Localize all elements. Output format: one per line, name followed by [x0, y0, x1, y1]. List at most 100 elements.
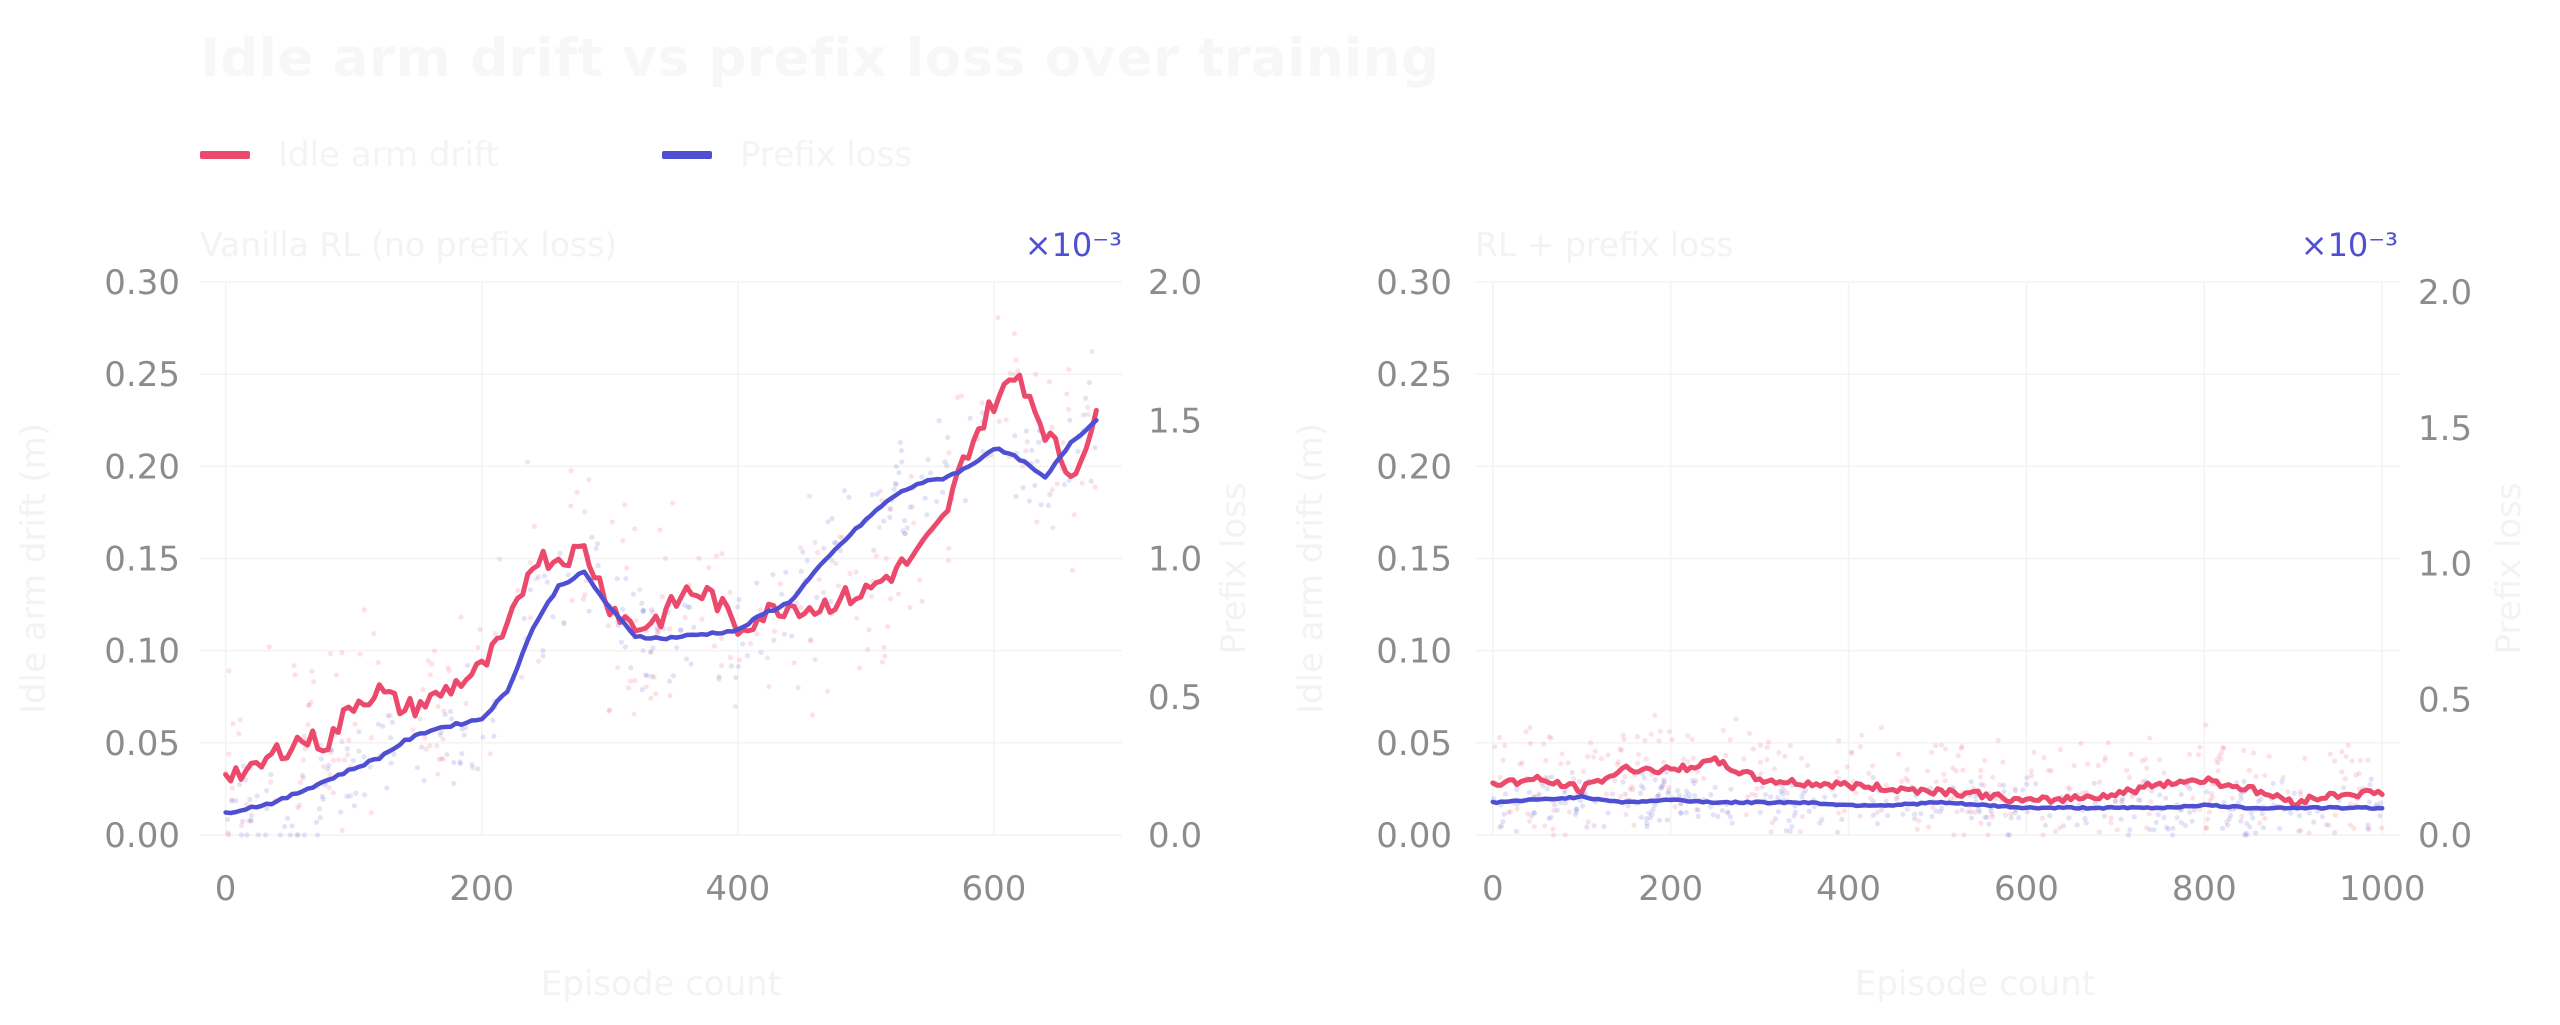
scatter-point: [1885, 813, 1891, 819]
scatter-point: [1513, 828, 1520, 834]
scatter-point: [1684, 788, 1690, 794]
scatter-point: [1605, 810, 1611, 816]
scatter-point: [298, 779, 304, 786]
scatter-point: [330, 790, 336, 796]
scatter-point: [1937, 809, 1944, 815]
scatter-point: [940, 489, 946, 495]
scatter-point: [893, 481, 899, 488]
scatter-point: [1527, 725, 1533, 731]
scatter-point: [236, 731, 242, 737]
scatter-point: [320, 796, 326, 802]
scatter-point: [687, 604, 693, 610]
scatter-point: [2332, 830, 2338, 836]
scatter-point: [2071, 762, 2077, 769]
scatter-point: [719, 551, 725, 557]
scatter-point: [1611, 778, 1618, 784]
x-tick-label: 600: [1994, 869, 2059, 909]
scatter-point: [2060, 823, 2066, 829]
scatter-point: [1544, 786, 1551, 792]
scatter-point: [1914, 826, 1920, 832]
scatter-point: [2220, 744, 2226, 751]
scatter-point: [1929, 813, 1935, 819]
scatter-point: [2191, 807, 2197, 813]
scatter-point: [1995, 737, 2001, 744]
scatter-point: [477, 626, 483, 633]
scatter-point: [2024, 775, 2030, 781]
scatter-point: [302, 746, 308, 752]
scatter-point: [1026, 498, 1032, 504]
y-right-tick-label: 0.5: [2418, 680, 2472, 720]
scatter-point: [633, 617, 639, 624]
scatter-point: [2052, 828, 2059, 835]
scatter-point: [1975, 807, 1982, 813]
scatter-point: [837, 547, 844, 554]
scatter-point: [586, 608, 592, 614]
scatter-point: [2024, 809, 2030, 815]
scatter-point: [2365, 822, 2371, 828]
scatter-point: [2170, 832, 2176, 838]
scatter-point: [241, 763, 247, 769]
scatter-point: [911, 520, 917, 526]
scatter-point: [385, 713, 391, 719]
scatter-point: [2161, 815, 2167, 821]
scatter-point: [864, 646, 871, 652]
scatter-point: [887, 596, 894, 602]
scatter-point: [1708, 803, 1714, 810]
scatter-point: [1870, 798, 1877, 804]
scatter-point: [1540, 783, 1546, 789]
scatter-point: [2246, 767, 2252, 774]
legend-swatch-prefix: [662, 151, 712, 159]
scatter-point: [657, 527, 663, 533]
scatter-point: [339, 650, 345, 656]
scatter-point: [2082, 816, 2088, 822]
scatter-point: [284, 815, 291, 822]
scatter-point: [2084, 761, 2090, 767]
scatter-point: [904, 525, 911, 531]
scatter-point: [301, 832, 308, 838]
scatter-point: [2365, 826, 2371, 832]
scatter-point: [1075, 448, 1081, 454]
scatter-point: [2102, 757, 2108, 764]
scatter-point: [309, 668, 315, 674]
scatter-point: [2001, 788, 2007, 795]
scatter-point: [557, 550, 563, 556]
scatter-point: [666, 626, 673, 632]
scatter-point: [1942, 746, 1949, 752]
scatter-point: [908, 473, 914, 479]
scatter-point: [282, 824, 288, 830]
scatter-point: [1655, 793, 1661, 799]
scatter-point: [733, 674, 739, 681]
scatter-point: [362, 792, 368, 798]
scatter-point: [445, 665, 451, 671]
scatter-point: [1848, 749, 1855, 755]
scatter-point: [2218, 749, 2225, 756]
scatter-point: [2033, 781, 2039, 787]
scatter-point: [1762, 791, 1769, 798]
scatter-point: [387, 712, 393, 718]
scatter-point: [1621, 736, 1627, 742]
scatter-point: [718, 635, 725, 642]
scatter-point: [1656, 738, 1662, 744]
scatter-point: [347, 793, 354, 799]
scatter-point: [422, 735, 428, 741]
scatter-point: [531, 523, 538, 529]
scatter-point: [2178, 820, 2184, 826]
scatter-point: [1939, 806, 1945, 812]
scatter-point: [1859, 732, 1865, 738]
scatter-point: [1883, 798, 1889, 804]
scatter-point: [451, 759, 457, 766]
scatter-point: [2097, 779, 2103, 785]
y-right-tick-label: 1.0: [2418, 545, 2472, 585]
scatter-point: [2057, 825, 2063, 831]
scatter-point: [1549, 774, 1555, 780]
scatter-point: [437, 732, 443, 738]
y-tick-label: 0.15: [1376, 540, 1452, 580]
scatter-point: [470, 765, 476, 771]
scatter-point: [1993, 795, 1999, 802]
scatter-point: [2112, 797, 2118, 804]
scatter-point: [1669, 737, 1675, 743]
scatter-point: [2000, 759, 2006, 765]
scatter-point: [1642, 737, 1648, 744]
scatter-point: [824, 688, 831, 694]
